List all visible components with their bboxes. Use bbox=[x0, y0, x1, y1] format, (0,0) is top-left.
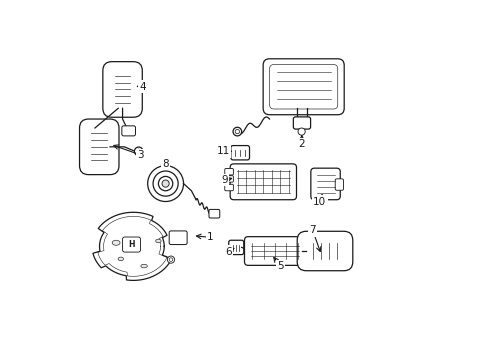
FancyBboxPatch shape bbox=[224, 168, 233, 175]
Text: 1: 1 bbox=[207, 232, 213, 242]
FancyBboxPatch shape bbox=[228, 240, 244, 255]
FancyBboxPatch shape bbox=[297, 231, 352, 271]
FancyBboxPatch shape bbox=[122, 237, 140, 252]
FancyBboxPatch shape bbox=[263, 59, 344, 115]
Text: 9: 9 bbox=[221, 175, 227, 185]
FancyBboxPatch shape bbox=[269, 64, 337, 109]
FancyBboxPatch shape bbox=[224, 184, 233, 191]
Text: H: H bbox=[128, 240, 135, 249]
Text: 6: 6 bbox=[224, 247, 231, 257]
Circle shape bbox=[235, 130, 239, 134]
FancyBboxPatch shape bbox=[208, 210, 219, 218]
FancyBboxPatch shape bbox=[80, 119, 119, 175]
Text: 3: 3 bbox=[137, 150, 143, 160]
Text: 4: 4 bbox=[139, 82, 145, 92]
Text: 8: 8 bbox=[162, 159, 168, 169]
Ellipse shape bbox=[112, 240, 120, 245]
Circle shape bbox=[167, 256, 174, 263]
FancyBboxPatch shape bbox=[169, 231, 187, 244]
Circle shape bbox=[162, 180, 169, 187]
Circle shape bbox=[147, 166, 183, 202]
FancyBboxPatch shape bbox=[244, 237, 305, 265]
Circle shape bbox=[169, 258, 172, 261]
FancyBboxPatch shape bbox=[224, 176, 233, 182]
Circle shape bbox=[153, 171, 178, 196]
FancyBboxPatch shape bbox=[293, 117, 310, 129]
Ellipse shape bbox=[118, 257, 123, 261]
Circle shape bbox=[233, 127, 241, 136]
Ellipse shape bbox=[155, 239, 161, 243]
Ellipse shape bbox=[141, 264, 147, 268]
Text: 7: 7 bbox=[309, 225, 315, 235]
Text: 10: 10 bbox=[313, 197, 325, 207]
FancyBboxPatch shape bbox=[230, 145, 249, 160]
Text: 5: 5 bbox=[277, 261, 283, 271]
FancyBboxPatch shape bbox=[310, 168, 340, 200]
Circle shape bbox=[158, 176, 172, 191]
Text: 11: 11 bbox=[216, 146, 229, 156]
FancyBboxPatch shape bbox=[335, 179, 343, 190]
Circle shape bbox=[136, 149, 141, 153]
Circle shape bbox=[297, 128, 305, 135]
FancyBboxPatch shape bbox=[102, 62, 142, 117]
Circle shape bbox=[134, 147, 142, 156]
FancyBboxPatch shape bbox=[230, 164, 296, 200]
Text: 2: 2 bbox=[298, 139, 305, 149]
Polygon shape bbox=[93, 212, 171, 280]
FancyBboxPatch shape bbox=[122, 126, 135, 136]
